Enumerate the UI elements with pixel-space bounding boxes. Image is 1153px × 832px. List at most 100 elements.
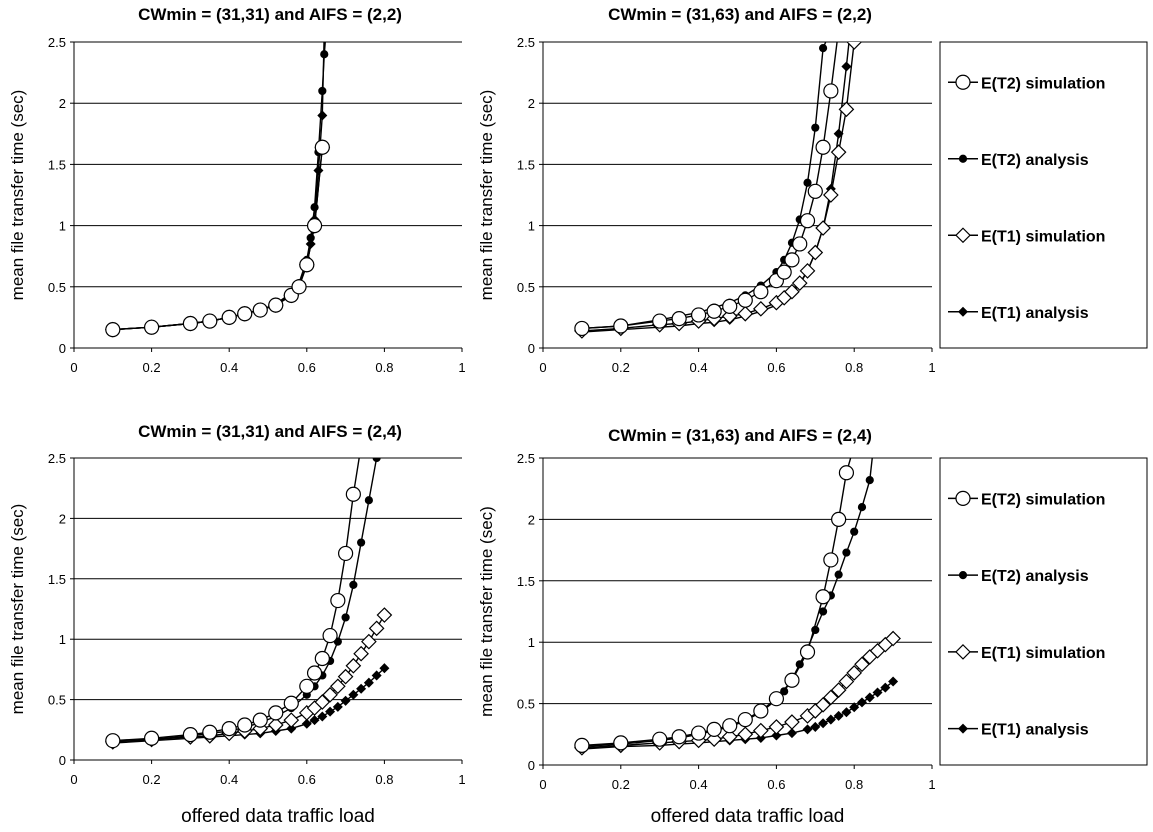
- y-tick-label: 0: [59, 341, 66, 356]
- data-point: [337, 668, 354, 685]
- x-tick-label: 0.8: [845, 360, 863, 375]
- data-point: [291, 279, 307, 295]
- data-point: [864, 692, 875, 703]
- data-point: [322, 627, 338, 644]
- data-point: [752, 722, 769, 739]
- chart-panel-2: 0 0.5 1 1.5 2 2.5 0 0.2 0.4 0.6 0.8 1 CWmin = (31,63…: [477, 5, 936, 375]
- data-point: [363, 677, 374, 688]
- data-point: [753, 284, 769, 300]
- data-point: [722, 718, 738, 734]
- y-tick-label: 2.5: [517, 35, 535, 50]
- data-point: [237, 306, 253, 322]
- legend-label: E(T1) analysis: [981, 722, 1089, 739]
- data-point: [818, 718, 829, 729]
- data-point: [652, 313, 668, 329]
- x-tick-label: 0.4: [690, 360, 708, 375]
- data-point: [888, 676, 899, 687]
- data-point: [320, 50, 329, 59]
- data-point: [182, 315, 198, 332]
- legend-box: [939, 457, 1148, 766]
- data-point: [268, 705, 284, 721]
- y-tick-label: 0: [528, 758, 535, 773]
- data-point: [752, 300, 769, 317]
- data-point: [299, 678, 315, 694]
- y-tick-label: 0: [528, 341, 535, 356]
- y-tick-label: 2: [59, 96, 66, 111]
- data-point: [823, 689, 839, 706]
- x-tick-label: 0.6: [298, 772, 316, 787]
- data-point: [345, 486, 361, 502]
- y-tick-label: 1.5: [517, 157, 535, 172]
- data-point: [850, 527, 859, 536]
- data-point: [349, 580, 358, 589]
- data-point: [330, 592, 346, 609]
- data-point: [846, 665, 863, 681]
- y-tick-label: 2.5: [48, 35, 66, 50]
- data-point: [838, 673, 855, 690]
- data-point: [340, 695, 351, 706]
- legend-label: E(T2) analysis: [981, 152, 1089, 169]
- x-tick-label: 0.2: [143, 772, 161, 787]
- data-point: [338, 545, 354, 562]
- data-point: [306, 665, 323, 681]
- data-point: [301, 718, 312, 729]
- data-point: [833, 710, 844, 721]
- x-tick-label: 1: [458, 772, 465, 787]
- data-point: [786, 728, 797, 739]
- data-point: [842, 548, 851, 557]
- chart-title: CWmin = (31,63) and AIFS = (2,4): [608, 426, 872, 445]
- legend-marker: [955, 490, 971, 506]
- data-point: [830, 682, 847, 698]
- x-tick-label: 0.8: [845, 777, 863, 792]
- data-point: [706, 721, 722, 737]
- data-point: [818, 44, 828, 53]
- legend-box: [939, 41, 1148, 349]
- legend-label: E(T2) simulation: [981, 75, 1105, 92]
- data-point: [791, 275, 808, 291]
- data-point: [690, 725, 707, 741]
- data-point: [823, 187, 839, 203]
- data-point: [784, 714, 800, 730]
- y-axis-label: mean file transfer time (sec): [8, 504, 27, 715]
- data-point: [799, 213, 816, 229]
- data-point: [314, 139, 330, 155]
- data-point: [799, 644, 816, 660]
- data-point: [221, 720, 237, 737]
- data-point: [802, 724, 813, 735]
- data-point: [317, 110, 328, 121]
- data-point: [268, 297, 284, 313]
- data-point: [737, 305, 754, 322]
- chart-panel-1: 0 0.5 1 1.5 2 2.5 0 0.2 0.4 0.6 0.8 1 CWmin = (31,31…: [8, 5, 466, 375]
- data-point: [823, 552, 839, 568]
- data-point: [371, 670, 382, 681]
- data-point: [815, 696, 831, 713]
- data-point: [810, 721, 821, 732]
- x-tick-label: 0.2: [612, 360, 630, 375]
- data-point: [372, 458, 381, 463]
- legend-marker: [958, 571, 968, 580]
- data-point: [376, 607, 393, 623]
- x-tick-label: 0.8: [375, 360, 393, 375]
- data-point: [182, 727, 198, 743]
- y-tick-label: 1: [59, 219, 66, 234]
- legend-marker: [955, 74, 971, 90]
- legend-marker: [958, 154, 968, 163]
- y-tick-label: 1: [528, 635, 535, 650]
- data-point: [221, 309, 237, 325]
- series-group: [574, 42, 863, 339]
- data-point: [841, 61, 852, 72]
- series-group: [104, 42, 331, 338]
- y-tick-label: 1.5: [48, 157, 66, 172]
- x-tick-label: 0.6: [298, 360, 316, 375]
- y-tick-label: 1.5: [48, 572, 66, 587]
- data-point: [721, 728, 738, 745]
- data-point: [846, 42, 863, 50]
- series-line-1: [581, 458, 852, 747]
- x-tick-label: 0.4: [220, 772, 238, 787]
- legend-label: E(T1) simulation: [981, 645, 1105, 662]
- data-point: [838, 465, 855, 481]
- data-point: [252, 302, 268, 318]
- x-axis-label: offered data traffic load: [651, 806, 845, 827]
- y-tick-label: 2.5: [48, 451, 66, 466]
- data-point: [722, 298, 738, 314]
